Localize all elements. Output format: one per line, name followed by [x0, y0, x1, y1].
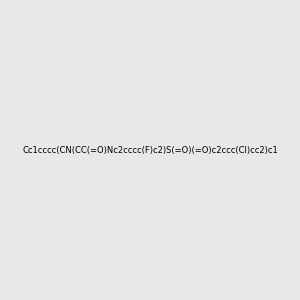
Text: Cc1cccc(CN(CC(=O)Nc2cccc(F)c2)S(=O)(=O)c2ccc(Cl)cc2)c1: Cc1cccc(CN(CC(=O)Nc2cccc(F)c2)S(=O)(=O)c… [22, 146, 278, 154]
